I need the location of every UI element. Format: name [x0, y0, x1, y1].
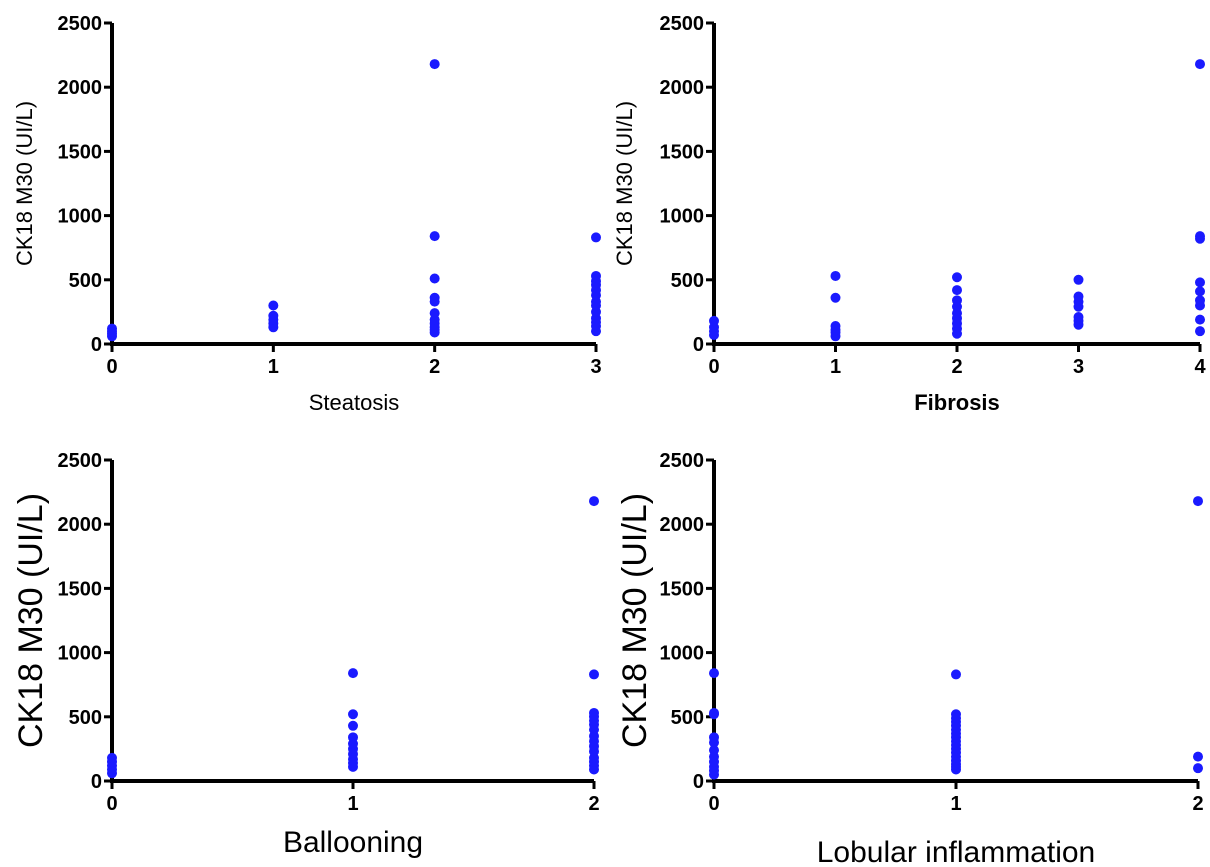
data-point: [952, 272, 962, 283]
panel-lobular-inflammation: 0 500 1000 1500 2000 2500 0 1 2 Lobular inflammat…: [616, 450, 1204, 867]
y-axis-label: CK18 M30 (UI/L): [12, 101, 37, 266]
data-point: [1193, 763, 1203, 774]
y-tick-label: 0: [693, 771, 704, 793]
data-point: [429, 231, 440, 242]
data-point: [830, 321, 841, 332]
data-point: [429, 273, 440, 284]
x-axis-label: Fibrosis: [914, 390, 1000, 415]
x-axis-label: Steatosis: [309, 390, 400, 415]
data-point: [709, 707, 719, 718]
x-tick-label: 2: [429, 356, 440, 378]
y-tick-label: 500: [69, 270, 102, 292]
x-tick-label: 3: [590, 356, 601, 378]
y-tick-label: 500: [671, 270, 704, 292]
y-tick-label: 2000: [660, 514, 705, 536]
data-point: [952, 295, 962, 306]
x-tick-label: 4: [1194, 356, 1206, 378]
data-point: [1193, 751, 1203, 762]
data-point: [1195, 326, 1205, 337]
data-point: [589, 496, 599, 507]
y-tick-label: 1000: [58, 643, 103, 665]
x-tick-label: 1: [950, 793, 961, 815]
data-point: [1195, 286, 1205, 297]
data-point: [1195, 59, 1205, 70]
y-tick-label: 500: [671, 707, 704, 729]
data-point: [429, 308, 440, 319]
x-tick-label: 2: [951, 356, 962, 378]
y-tick-label: 500: [69, 707, 102, 729]
data-point: [830, 292, 841, 303]
x-tick-label: 0: [708, 356, 719, 378]
x-tick-label: 2: [1192, 793, 1203, 815]
y-tick-label: 2500: [58, 13, 103, 35]
data-point: [1073, 312, 1084, 323]
y-tick-label: 1500: [660, 141, 705, 163]
data-point: [591, 270, 601, 281]
y-tick-label: 2500: [660, 13, 705, 35]
y-tick-label: 1500: [58, 141, 103, 163]
data-point: [429, 59, 440, 70]
panel-fibrosis: 0 500 1000 1500 2000 2500 0 1 2 3 4 Fibrosis CK18 M3…: [612, 13, 1206, 415]
x-tick-label: 1: [830, 356, 841, 378]
data-point: [348, 668, 358, 679]
data-point: [709, 668, 719, 679]
data-point: [830, 270, 841, 281]
y-tick-label: 2000: [660, 77, 705, 99]
x-tick-label: 1: [347, 793, 358, 815]
data-point: [429, 292, 440, 303]
data-point: [1073, 291, 1084, 302]
y-tick-label: 1500: [58, 578, 103, 600]
data-point: [951, 669, 961, 680]
x-tick-label: 0: [708, 793, 719, 815]
data-point: [107, 752, 117, 763]
x-tick-label: 3: [1073, 356, 1084, 378]
y-axis-label: CK18 M30 (UI/L): [12, 493, 50, 748]
data-point: [268, 310, 279, 321]
panel-steatosis: 0 500 1000 1500 2000 2500 0 1 2 3 Steatosis CK18 M3…: [12, 13, 602, 415]
x-axis-label: Lobular inflammation: [817, 836, 1095, 867]
data-point: [348, 732, 358, 743]
y-tick-label: 1000: [660, 643, 705, 665]
x-tick-label: 0: [106, 356, 117, 378]
data-point: [709, 315, 719, 326]
data-point: [1195, 314, 1205, 325]
y-tick-label: 2000: [58, 77, 103, 99]
y-axis-label: CK18 M30 (UI/L): [616, 493, 654, 748]
data-point: [589, 707, 599, 718]
y-tick-label: 1000: [58, 206, 103, 228]
data-point: [709, 732, 719, 743]
data-point: [1073, 274, 1084, 285]
data-point: [348, 720, 358, 731]
y-tick-label: 0: [693, 334, 704, 356]
data-point: [1195, 277, 1205, 288]
y-tick-label: 1000: [660, 206, 705, 228]
y-tick-label: 2500: [660, 450, 705, 472]
data-point: [1195, 295, 1205, 306]
x-axis-label: Ballooning: [283, 826, 423, 859]
panel-ballooning: 0 500 1000 1500 2000 2500 0 1 2 Ballooning CK18 M3…: [12, 450, 600, 859]
y-tick-label: 0: [91, 771, 102, 793]
x-tick-label: 0: [106, 793, 117, 815]
x-tick-label: 2: [588, 793, 599, 815]
data-point: [107, 323, 117, 334]
x-tick-label: 1: [268, 356, 279, 378]
y-tick-label: 0: [91, 334, 102, 356]
data-point: [952, 285, 962, 296]
y-tick-label: 2500: [58, 450, 103, 472]
data-point: [348, 709, 358, 720]
data-point: [589, 669, 599, 680]
data-point: [268, 300, 279, 311]
data-point: [1195, 231, 1205, 242]
y-tick-label: 1500: [660, 578, 705, 600]
data-point: [591, 232, 601, 243]
data-point: [709, 745, 719, 756]
data-point: [1193, 496, 1203, 507]
data-point: [951, 709, 961, 720]
y-axis-label: CK18 M30 (UI/L): [612, 101, 637, 266]
y-tick-label: 2000: [58, 514, 103, 536]
